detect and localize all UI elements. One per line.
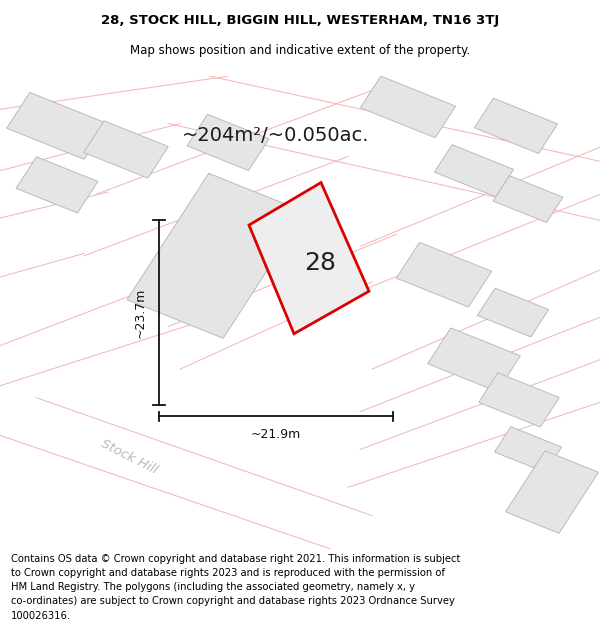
- Polygon shape: [428, 328, 520, 392]
- Polygon shape: [7, 92, 107, 159]
- Polygon shape: [84, 121, 168, 178]
- Polygon shape: [397, 242, 491, 307]
- Polygon shape: [361, 76, 455, 138]
- Text: 28, STOCK HILL, BIGGIN HILL, WESTERHAM, TN16 3TJ: 28, STOCK HILL, BIGGIN HILL, WESTERHAM, …: [101, 14, 499, 27]
- Text: HM Land Registry. The polygons (including the associated geometry, namely x, y: HM Land Registry. The polygons (includin…: [11, 582, 415, 592]
- Polygon shape: [434, 145, 514, 197]
- Polygon shape: [249, 182, 369, 334]
- Text: co-ordinates) are subject to Crown copyright and database rights 2023 Ordnance S: co-ordinates) are subject to Crown copyr…: [11, 596, 455, 606]
- Text: 28: 28: [304, 251, 336, 275]
- Polygon shape: [479, 373, 559, 427]
- Text: ~21.9m: ~21.9m: [251, 428, 301, 441]
- Polygon shape: [478, 288, 548, 337]
- Text: to Crown copyright and database rights 2023 and is reproduced with the permissio: to Crown copyright and database rights 2…: [11, 568, 445, 578]
- Polygon shape: [494, 427, 562, 472]
- Polygon shape: [127, 173, 305, 338]
- Text: ~23.7m: ~23.7m: [134, 288, 147, 338]
- Text: 100026316.: 100026316.: [11, 611, 71, 621]
- Text: Stock Hill: Stock Hill: [98, 437, 160, 476]
- Polygon shape: [475, 98, 557, 154]
- Polygon shape: [506, 451, 598, 533]
- Text: Contains OS data © Crown copyright and database right 2021. This information is : Contains OS data © Crown copyright and d…: [11, 554, 460, 564]
- Text: Map shows position and indicative extent of the property.: Map shows position and indicative extent…: [130, 44, 470, 58]
- Polygon shape: [16, 157, 98, 213]
- Text: ~204m²/~0.050ac.: ~204m²/~0.050ac.: [182, 126, 370, 145]
- Polygon shape: [187, 114, 269, 171]
- Polygon shape: [493, 176, 563, 222]
